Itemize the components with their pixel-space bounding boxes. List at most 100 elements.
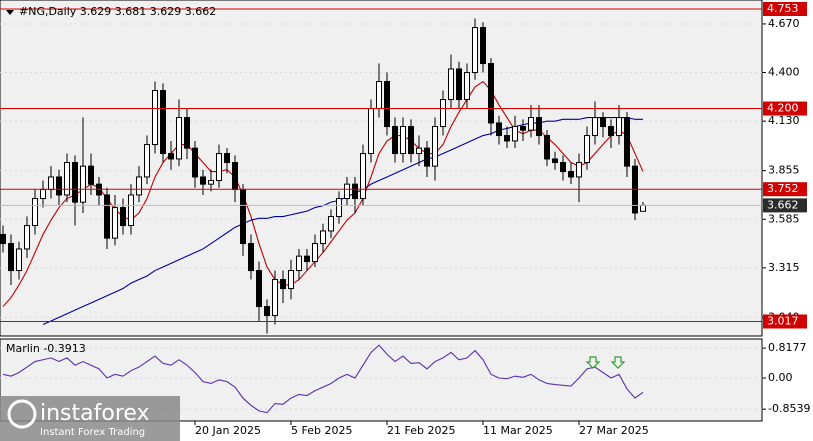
level-label: 3.017: [767, 314, 799, 327]
price-label: 3.662: [767, 198, 799, 211]
candle-body: [112, 207, 118, 239]
candle-body: [64, 162, 70, 196]
candle-body: [120, 207, 126, 227]
y-tick-label: 0.8177: [768, 341, 807, 354]
y-tick-label: 3.585: [768, 212, 800, 225]
x-tick-label: 21 Feb 2025: [387, 424, 455, 437]
candle-body: [304, 255, 310, 263]
main-plot-area: [0, 0, 763, 337]
candle-body: [472, 27, 478, 74]
y-tick-label: 3.315: [768, 261, 800, 274]
x-tick-label: 5 Feb 2025: [291, 424, 352, 437]
candle-body: [624, 117, 630, 167]
candle-body: [600, 117, 606, 128]
main-layer: [0, 8, 762, 334]
candle-body: [424, 147, 430, 167]
candle-body: [288, 270, 294, 290]
level-label-box: [763, 314, 807, 329]
candle-body: [280, 279, 286, 290]
candle-body: [104, 194, 110, 239]
candle-body: [584, 135, 590, 164]
candle-body: [352, 183, 358, 200]
candle-body: [88, 165, 94, 185]
candle-body: [216, 153, 222, 182]
candle-body: [184, 117, 190, 149]
x-tick-label: 20 Jan 2025: [195, 424, 261, 437]
candle-body: [512, 126, 518, 142]
x-tick-label: 27 Mar 2025: [579, 424, 649, 437]
candle-body: [232, 162, 238, 191]
candle-body: [376, 81, 382, 110]
candle-body: [504, 135, 510, 142]
signal-arrow: [585, 356, 601, 369]
candle-body: [528, 117, 534, 131]
y-tick-label: 4.400: [768, 66, 800, 79]
candle-body: [8, 243, 14, 272]
candle-body: [264, 306, 270, 317]
candle-body: [440, 99, 446, 128]
indicator-title: Marlin -0.3913: [6, 342, 86, 355]
candle-body: [200, 176, 206, 185]
candle-body: [248, 243, 254, 272]
candle-body: [224, 153, 230, 164]
candle-body: [32, 198, 38, 227]
y-tick-label: 4.670: [768, 17, 800, 30]
level-label-box: [763, 182, 807, 197]
candle-body: [192, 147, 198, 178]
candle-body: [176, 117, 182, 160]
candle-body: [56, 176, 62, 196]
candle-body: [128, 194, 134, 227]
candle-body: [456, 68, 462, 101]
candle-body: [544, 135, 550, 160]
level-label: 4.753: [767, 2, 799, 15]
candle-body: [24, 225, 30, 250]
candle-body: [640, 204, 646, 212]
candle-body: [40, 189, 46, 200]
candle-body: [608, 126, 614, 137]
candle-body: [168, 153, 174, 160]
candle-body: [536, 117, 542, 137]
signal-arrow: [610, 356, 626, 369]
candle-body: [272, 279, 278, 317]
y-tick-label: -0.8539: [768, 402, 810, 415]
candle-body: [552, 158, 558, 164]
candle-body: [368, 108, 374, 155]
candle-body: [464, 72, 470, 101]
candle-body: [616, 117, 622, 137]
candle-body: [80, 165, 86, 203]
candle-body: [208, 180, 214, 185]
candle-body: [408, 126, 414, 155]
y-tick-label: 4.130: [768, 114, 800, 127]
level-label-box: [763, 101, 807, 116]
candle-body: [344, 183, 350, 200]
candle-body: [480, 27, 486, 65]
y-tick-label: 0.00: [768, 371, 793, 384]
y-tick-label: 3.855: [768, 164, 800, 177]
candle-body: [400, 126, 406, 155]
candle-body: [384, 81, 390, 128]
x-tick-label: 11 Mar 2025: [483, 424, 553, 437]
candle-body: [336, 198, 342, 218]
candle-body: [488, 63, 494, 124]
candle-body: [576, 162, 582, 178]
watermark: instaforex Instant Forex Trading: [0, 396, 180, 441]
candle-body: [328, 216, 334, 232]
candle-body: [48, 176, 54, 191]
candle-body: [136, 176, 142, 196]
candle-body: [0, 234, 6, 245]
candle-body: [320, 230, 326, 245]
watermark-name: instaforex: [40, 401, 150, 426]
candle-body: [240, 189, 246, 245]
candle-body: [392, 126, 398, 155]
candle-body: [72, 162, 78, 203]
watermark-tagline: Instant Forex Trading: [40, 427, 145, 438]
candle-body: [496, 122, 502, 137]
candle-body: [360, 153, 366, 200]
line-series: [2, 344, 644, 414]
candle-body: [560, 162, 566, 173]
candle-body: [296, 255, 302, 272]
candle-body: [152, 90, 158, 146]
candle-body: [16, 248, 22, 272]
